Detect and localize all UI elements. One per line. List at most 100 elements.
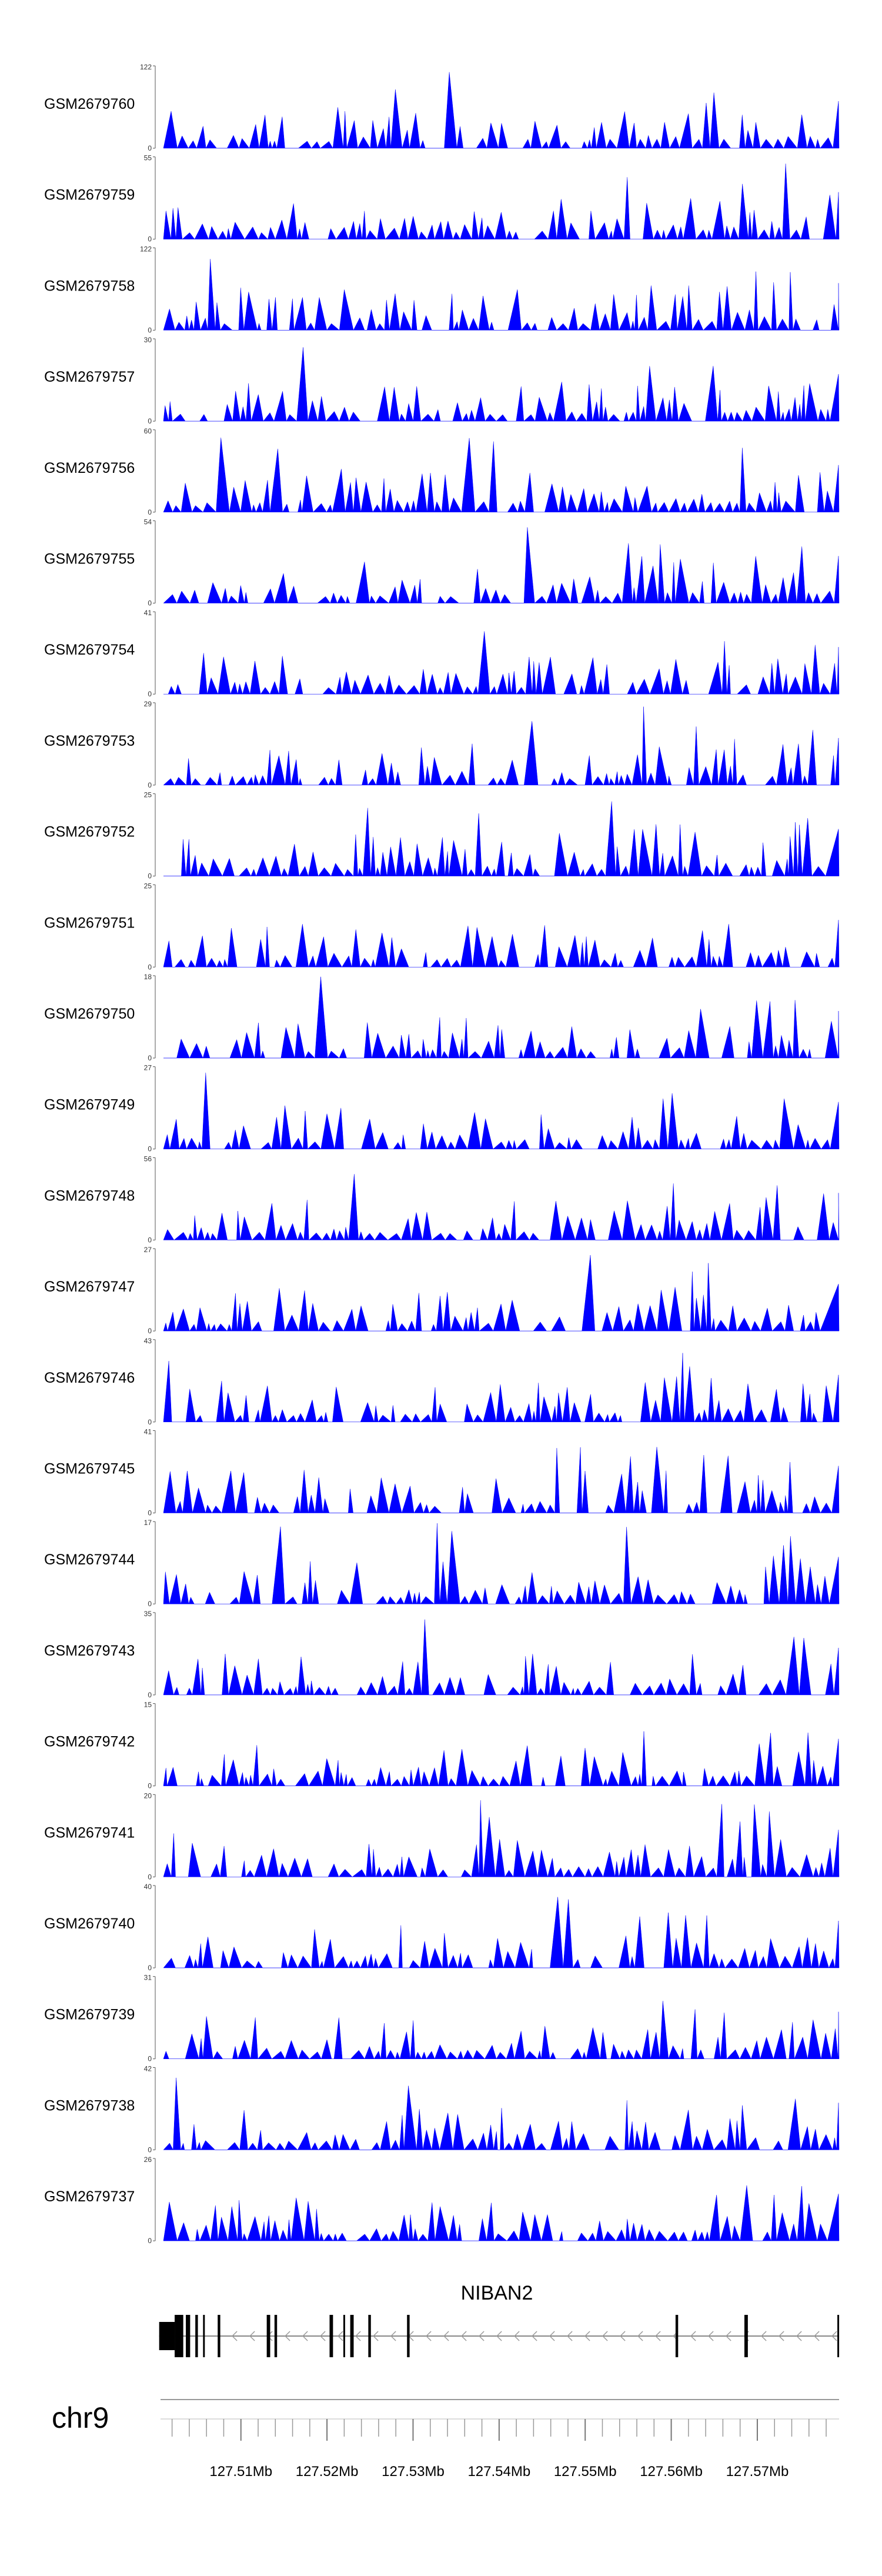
strand-arrow xyxy=(708,2331,714,2341)
y-max-tick: 41 xyxy=(144,1428,152,1436)
y-min-tick: 0 xyxy=(148,2055,152,2063)
exon xyxy=(175,2315,183,2357)
axis-tick-label: 127.51Mb xyxy=(209,2464,272,2480)
track-label: GSM2679758 xyxy=(44,278,135,294)
y-min-tick: 0 xyxy=(148,2145,152,2154)
y-max-tick: 27 xyxy=(144,1064,152,1072)
y-max-tick: 30 xyxy=(144,336,152,344)
y-max-tick: 26 xyxy=(144,2155,152,2164)
coverage-area xyxy=(163,1619,840,1696)
coverage-area xyxy=(163,1174,840,1241)
coverage-area xyxy=(163,2185,840,2242)
track-label: GSM2679752 xyxy=(44,824,135,840)
y-min-tick: 0 xyxy=(148,1873,152,1881)
strand-arrow xyxy=(479,2331,485,2341)
y-min-tick: 0 xyxy=(148,1418,152,1426)
exon xyxy=(266,2315,270,2357)
coverage-area xyxy=(163,1072,840,1150)
coverage-area xyxy=(163,1353,840,1423)
exon xyxy=(195,2315,198,2357)
track-GSM2679750: GSM2679750 18 0 xyxy=(44,973,840,1062)
genome-axis: chr9 127.51Mb 127.52Mb 127.53Mb 127.54Mb 127… xyxy=(52,2399,839,2480)
strand-arrow xyxy=(761,2331,767,2341)
strand-arrow xyxy=(549,2331,555,2341)
track-label: GSM2679749 xyxy=(44,1097,135,1113)
exon xyxy=(274,2315,278,2357)
strand-arrow xyxy=(637,2331,643,2341)
strand-arrow xyxy=(655,2331,661,2341)
gene-label: NIBAN2 xyxy=(461,2282,533,2304)
track-GSM2679753: GSM2679753 29 0 xyxy=(44,700,840,789)
y-min-tick: 0 xyxy=(148,1145,152,1153)
strand-arrow xyxy=(690,2331,696,2341)
exon xyxy=(350,2315,354,2357)
track-label: GSM2679760 xyxy=(44,96,135,112)
strand-arrow xyxy=(496,2331,502,2341)
track-label: GSM2679750 xyxy=(44,1006,135,1022)
strand-arrow xyxy=(285,2331,290,2341)
strand-arrow xyxy=(532,2331,537,2341)
track-label: GSM2679751 xyxy=(44,915,135,931)
axis-tick-label: 127.54Mb xyxy=(467,2464,530,2480)
track-GSM2679737: GSM2679737 26 0 xyxy=(44,2155,840,2245)
track-label: GSM2679738 xyxy=(44,2097,135,2114)
y-max-tick: 56 xyxy=(144,1154,152,1163)
coverage-area xyxy=(163,72,840,149)
track-GSM2679740: GSM2679740 40 0 xyxy=(44,1883,840,1972)
coverage-tracks: GSM2679760 122 0 GSM2679759 55 0 GSM2679758 122… xyxy=(44,63,840,2245)
axis-tick-label: 127.55Mb xyxy=(554,2464,617,2480)
coverage-area xyxy=(163,2077,840,2151)
coverage-area xyxy=(163,1255,840,1332)
y-min-tick: 0 xyxy=(148,1964,152,1972)
gene-annotation-track: NIBAN2 xyxy=(159,2282,840,2357)
exon xyxy=(343,2315,345,2357)
coverage-area xyxy=(163,706,840,786)
track-GSM2679742: GSM2679742 15 0 xyxy=(44,1701,840,1790)
coverage-area xyxy=(163,2000,840,2060)
y-max-tick: 27 xyxy=(144,1246,152,1254)
y-min-tick: 0 xyxy=(148,1782,152,1790)
strand-arrow xyxy=(232,2331,238,2341)
strand-arrow xyxy=(584,2331,590,2341)
coverage-area xyxy=(163,801,840,877)
exon xyxy=(744,2315,748,2357)
y-min-tick: 0 xyxy=(148,781,152,789)
track-GSM2679752: GSM2679752 25 0 xyxy=(44,791,840,880)
track-label: GSM2679737 xyxy=(44,2188,135,2205)
y-min-tick: 0 xyxy=(148,872,152,880)
strand-arrow xyxy=(779,2331,784,2341)
track-GSM2679746: GSM2679746 43 0 xyxy=(44,1337,840,1426)
track-GSM2679738: GSM2679738 42 0 xyxy=(44,2064,840,2154)
axis-tick-label: 127.57Mb xyxy=(726,2464,789,2480)
track-GSM2679759: GSM2679759 55 0 xyxy=(44,154,840,243)
track-label: GSM2679745 xyxy=(44,1461,135,1477)
y-min-tick: 0 xyxy=(148,1691,152,1699)
strand-arrow xyxy=(249,2331,255,2341)
coverage-area xyxy=(163,347,840,422)
track-label: GSM2679742 xyxy=(44,1734,135,1750)
track-label: GSM2679756 xyxy=(44,460,135,476)
strand-arrow xyxy=(602,2331,608,2341)
y-max-tick: 25 xyxy=(144,791,152,799)
y-min-tick: 0 xyxy=(148,508,152,516)
y-max-tick: 122 xyxy=(140,245,152,253)
axis-tick-label: 127.52Mb xyxy=(296,2464,359,2480)
y-min-tick: 0 xyxy=(148,1236,152,1244)
y-max-tick: 42 xyxy=(144,2064,152,2073)
y-max-tick: 40 xyxy=(144,1883,152,1891)
y-max-tick: 17 xyxy=(144,1519,152,1527)
exon xyxy=(218,2315,220,2357)
strand-arrow xyxy=(338,2331,343,2341)
strand-arrow xyxy=(831,2331,837,2341)
y-min-tick: 0 xyxy=(148,326,152,334)
coverage-area xyxy=(163,163,840,240)
y-min-tick: 0 xyxy=(148,690,152,698)
strand-arrow xyxy=(320,2331,326,2341)
y-max-tick: 31 xyxy=(144,1974,152,1982)
y-min-tick: 0 xyxy=(148,599,152,608)
track-label: GSM2679753 xyxy=(44,733,135,749)
track-label: GSM2679741 xyxy=(44,1824,135,1841)
y-min-tick: 0 xyxy=(148,1054,152,1062)
track-GSM2679757: GSM2679757 30 0 xyxy=(44,336,840,425)
